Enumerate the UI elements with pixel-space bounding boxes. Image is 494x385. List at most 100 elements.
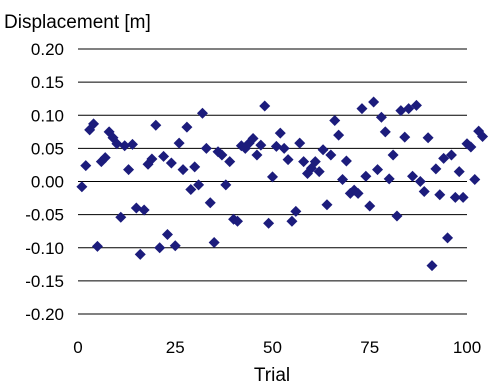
data-point: [161, 229, 173, 240]
data-point: [150, 119, 162, 131]
data-point: [442, 232, 454, 244]
x-tick-label: 75: [360, 338, 379, 357]
data-point: [329, 115, 341, 127]
data-point: [80, 160, 92, 172]
data-point: [391, 210, 403, 222]
data-point: [395, 105, 407, 117]
x-axis-title: Trial: [254, 365, 290, 385]
data-point: [286, 215, 298, 227]
data-point: [426, 260, 438, 272]
data-point: [356, 103, 368, 115]
data-point: [368, 96, 380, 108]
data-point: [290, 205, 302, 217]
data-point: [247, 132, 259, 144]
data-point: [379, 126, 391, 138]
x-tick-labels: 0 25 50 75 100: [73, 338, 481, 357]
data-point: [340, 155, 352, 167]
data-point: [438, 152, 450, 164]
data-point: [76, 181, 88, 193]
data-point: [185, 183, 197, 195]
y-tick-label: -0.10: [25, 239, 64, 258]
data-point: [422, 132, 434, 144]
data-point: [208, 236, 220, 248]
data-point: [270, 140, 282, 152]
data-point: [364, 200, 376, 212]
y-axis-title: Displacement [m]: [4, 12, 151, 33]
data-point: [282, 154, 294, 166]
data-point: [255, 139, 267, 151]
y-tick-label: 0.10: [31, 106, 64, 125]
data-point: [418, 185, 430, 197]
data-point: [259, 100, 271, 112]
data-point: [453, 166, 465, 178]
data-point: [469, 174, 481, 186]
data-point: [119, 140, 131, 152]
x-tick-label: 100: [453, 338, 481, 357]
y-tick-label: -0.15: [25, 272, 64, 291]
data-point: [352, 187, 364, 199]
data-point: [173, 137, 185, 149]
data-point: [298, 156, 310, 168]
y-tick-label: 0.05: [31, 139, 64, 158]
data-point: [99, 152, 111, 164]
gridlines: [78, 48, 467, 315]
data-point: [267, 171, 278, 183]
data-point: [189, 161, 201, 173]
data-point: [138, 204, 150, 216]
data-point: [360, 170, 372, 182]
y-tick-labels: -0.20 -0.15 -0.10 -0.05 0.00 0.05 0.10 0.15 0.20: [25, 40, 64, 324]
data-point: [224, 156, 236, 168]
data-points: [76, 96, 489, 272]
data-point: [430, 163, 442, 175]
data-point: [200, 142, 212, 154]
data-point: [383, 173, 395, 185]
data-point: [231, 215, 243, 227]
data-point: [196, 107, 208, 119]
data-point: [263, 217, 275, 229]
data-point: [449, 191, 461, 203]
data-point: [126, 138, 138, 150]
data-point: [216, 149, 228, 161]
data-point: [325, 149, 337, 161]
data-point: [123, 164, 135, 176]
data-point: [134, 248, 146, 260]
data-point: [181, 121, 193, 133]
data-point: [445, 149, 457, 161]
y-tick-label: 0.15: [31, 73, 64, 92]
data-point: [274, 127, 286, 139]
data-point: [115, 211, 127, 223]
data-point: [321, 199, 333, 211]
data-point: [477, 130, 489, 142]
data-point: [294, 137, 306, 149]
data-point: [154, 242, 166, 254]
data-point: [278, 142, 290, 154]
data-point: [177, 164, 189, 176]
data-point: [169, 240, 181, 252]
x-tick-label: 0: [73, 338, 82, 357]
data-point: [372, 164, 384, 176]
data-point: [130, 202, 142, 214]
data-point: [414, 176, 426, 187]
data-point: [410, 99, 422, 111]
data-point: [309, 156, 321, 168]
x-tick-label: 50: [263, 338, 282, 357]
x-tick-label: 25: [166, 338, 185, 357]
data-point: [204, 197, 216, 209]
data-point: [403, 103, 415, 115]
data-point: [91, 240, 103, 252]
data-point: [375, 111, 387, 123]
data-point: [193, 179, 205, 191]
data-point: [337, 174, 349, 186]
data-point: [333, 129, 345, 141]
data-point: [399, 131, 411, 143]
data-point: [465, 141, 477, 153]
data-point: [387, 149, 399, 161]
y-tick-label: 0.20: [31, 40, 64, 59]
data-point: [457, 191, 469, 203]
data-point: [251, 149, 263, 161]
data-point: [88, 118, 100, 130]
data-point: [165, 157, 177, 169]
data-point: [146, 153, 158, 165]
y-tick-label: 0.00: [31, 173, 64, 192]
